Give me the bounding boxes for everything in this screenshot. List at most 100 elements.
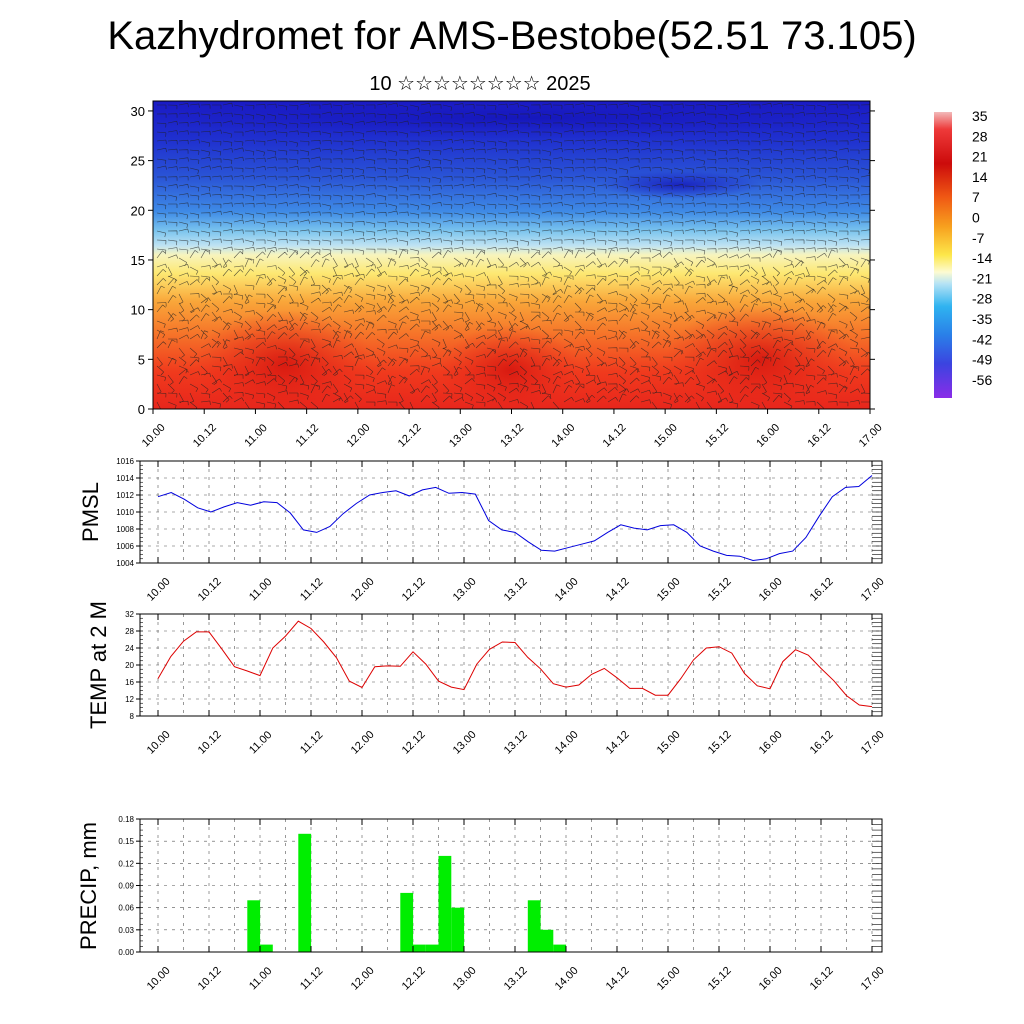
colorbar-labels: 35 28 21 14 7 0 -7 -14 -21 -28 -35 -42 -49 -56 [972,108,992,388]
chart-subtitle: 10 ☆☆☆☆☆☆☆☆ 2025 [369,73,591,95]
precip-xtick-label: 13.12 [502,965,530,993]
precip-xtick-label: 16.12 [808,965,836,993]
temp2m-ytick-label: 16 [125,678,134,687]
precip-xtick-label: 11.00 [247,965,274,992]
precip-ytick-label: 0.18 [118,815,134,824]
temp2m-ylabel: TEMP at 2 M [86,601,111,729]
colorbar: 35 28 21 14 7 0 -7 -14 -21 -28 -35 -42 -49 -56 [934,108,992,398]
cold-upper-band [153,101,870,138]
precip-axes: 0.00 0.03 0.06 0.09 0.12 0.15 0.18 10.00 10.12 11… [118,815,886,993]
pmsl-panel: 1004 1006 1008 1010 1012 1014 1016 10.00 10.12 11… [78,457,887,604]
colorbar-label: 7 [972,189,980,205]
cs-xtick-label: 10.00 [140,422,168,450]
precip-ytick-label: 0.09 [118,882,134,891]
precip-bar [553,944,567,952]
temp2m-xtick-label: 14.00 [553,729,581,757]
precip-xtick-label: 14.00 [553,965,581,993]
pmsl-ytick-label: 1014 [116,474,134,483]
colorbar-scale [934,112,952,398]
precip-xtick-label: 14.12 [604,965,632,993]
temp2m-xtick-label: 12.00 [349,729,377,757]
pmsl-ylabel: PMSL [78,482,103,542]
precip-xtick-label: 13.00 [451,965,479,993]
cs-xtick-label: 14.12 [601,422,629,450]
pmsl-xtick-label: 13.12 [502,576,530,604]
precip-ytick-label: 0.06 [118,904,134,913]
pmsl-ytick-label: 1006 [116,542,134,551]
temp2m-xtick-label: 15.12 [706,729,734,757]
warm-core-3 [665,305,855,409]
precip-ytick-label: 0.15 [118,837,134,846]
colorbar-label: 21 [972,149,988,165]
temp2m-ytick-label: 20 [125,661,134,670]
temp2m-xtick-label: 16.12 [808,729,836,757]
colorbar-label: -28 [972,291,992,307]
pmsl-xtick-label: 14.00 [553,576,581,604]
colorbar-label: -42 [972,331,992,347]
cs-ytick-label: 15 [131,253,145,268]
temp2m-xtick-label: 15.00 [655,729,683,757]
cs-xtick-label: 11.00 [242,422,269,449]
precip-xtick-label: 17.00 [859,965,887,993]
colorbar-label: 28 [972,128,988,144]
warm-core-1 [195,310,375,409]
cs-xtick-label: 10.12 [191,422,219,450]
temp2m-ytick-label: 24 [125,644,134,653]
pmsl-ytick-label: 1008 [116,525,134,534]
precip-bar [400,892,414,952]
precip-bars [247,833,567,952]
colorbar-label: -35 [972,311,992,327]
precip-bar [247,900,261,952]
pmsl-axes: 1004 1006 1008 1010 1012 1014 1016 10.00 10.12 11… [116,457,886,604]
precip-ytick-label: 0.12 [118,859,134,868]
precip-xtick-label: 16.00 [757,965,785,993]
warm-core-2 [440,325,580,409]
temp2m-xtick-label: 14.12 [604,729,632,757]
precip-bar [298,833,312,952]
pmsl-xtick-label: 13.00 [451,576,479,604]
colorbar-label: 35 [972,108,988,124]
temp2m-xtick-label: 13.00 [451,729,479,757]
cs-xtick-label: 13.00 [447,422,475,450]
temp2m-xtick-label: 13.12 [502,729,530,757]
pmsl-ytick-label: 1004 [116,559,134,568]
temp2m-grid [140,613,882,717]
pmsl-xtick-label: 12.12 [400,576,428,604]
temp2m-ytick-label: 32 [125,610,134,619]
cs-xtick-label: 15.00 [652,422,680,450]
precip-xtick-label: 12.00 [349,965,377,993]
precip-bar [425,944,439,952]
pmsl-xtick-label: 16.00 [757,576,785,604]
cs-xtick-label: 14.00 [549,422,577,450]
pmsl-xtick-label: 12.00 [349,576,377,604]
pmsl-xtick-label: 17.00 [859,576,887,604]
temp2m-panel: 8 12 16 20 24 28 32 10.00 10.12 11.00 11.12 12.00 12… [86,601,887,757]
pmsl-xtick-label: 10.12 [196,576,224,604]
precip-bar [260,944,273,952]
cs-xtick-label: 17.00 [857,422,885,450]
pmsl-ytick-label: 1012 [116,491,134,500]
precip-bar [540,929,554,952]
colorbar-label: -49 [972,352,992,368]
precip-xtick-label: 11.12 [298,965,325,992]
chart-title: Kazhydromet for AMS-Bestobe(52.51 73.105… [107,14,917,58]
temp2m-ytick-label: 28 [125,627,134,636]
precip-ytick-label: 0.00 [118,948,134,957]
temp2m-ytick-label: 8 [130,712,135,721]
cs-ytick-label: 20 [131,203,145,218]
cs-ytick-label: 10 [131,303,145,318]
cs-ytick-label: 25 [131,154,145,169]
cs-xtick-label: 16.00 [754,422,782,450]
precip-bar [438,855,452,952]
cs-xtick-label: 11.12 [294,422,321,449]
wind-barbs [156,102,870,409]
temp2m-line [157,620,873,708]
pmsl-ytick-label: 1016 [116,457,134,466]
colorbar-label: 14 [972,169,988,185]
cs-xtick-label: 15.12 [703,422,731,450]
precip-panel: 0.00 0.03 0.06 0.09 0.12 0.15 0.18 10.00 10.12 11… [76,815,887,993]
cs-xtick-label: 13.12 [498,422,526,450]
pmsl-grid [140,460,882,564]
cs-ytick-label: 0 [138,402,145,417]
